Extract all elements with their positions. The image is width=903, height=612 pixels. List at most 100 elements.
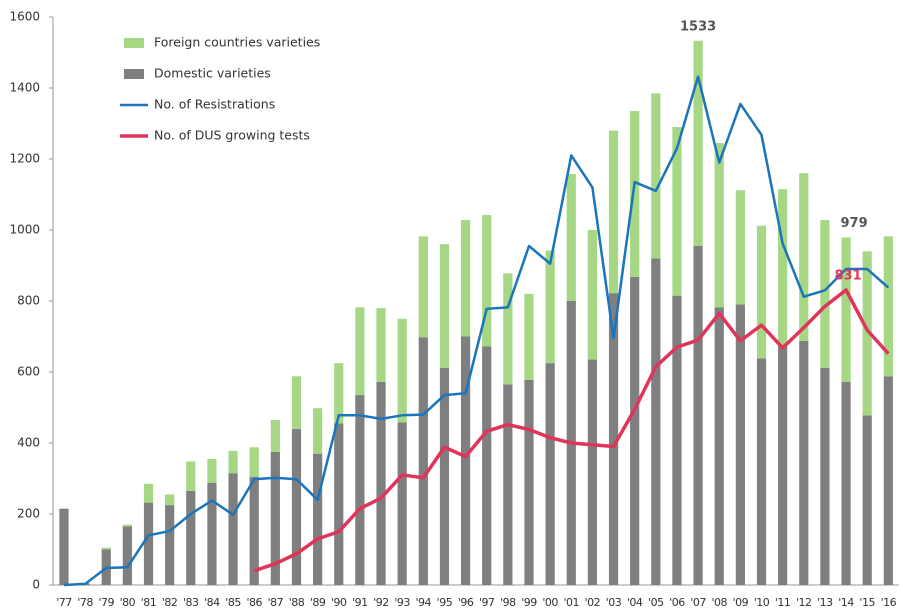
legend-label: No. of Resistrations bbox=[154, 97, 275, 112]
bar bbox=[883, 236, 893, 377]
legend-swatch bbox=[124, 38, 144, 48]
x-tick-label: '13 bbox=[817, 596, 833, 609]
x-tick-label: '89 bbox=[310, 596, 326, 609]
x-tick-label: '99 bbox=[521, 596, 537, 609]
bar bbox=[735, 304, 745, 585]
bar bbox=[143, 483, 154, 503]
legend-label: Domestic varieties bbox=[154, 66, 271, 81]
bar bbox=[334, 423, 344, 585]
bar bbox=[630, 276, 640, 585]
x-tick-label: '98 bbox=[500, 596, 516, 609]
bar bbox=[228, 473, 238, 585]
x-tick-label: '79 bbox=[98, 596, 114, 609]
bar bbox=[207, 458, 217, 483]
bar bbox=[249, 476, 259, 585]
bar bbox=[587, 230, 598, 360]
bar bbox=[862, 251, 872, 416]
bar bbox=[313, 453, 323, 585]
x-tick-label: '96 bbox=[458, 596, 474, 609]
annotation: 1533 bbox=[680, 19, 716, 34]
legend-swatch bbox=[124, 69, 144, 79]
bar bbox=[630, 111, 640, 277]
bar bbox=[651, 258, 661, 585]
line bbox=[63, 75, 890, 587]
y-tick-label: 400 bbox=[17, 436, 40, 450]
bar bbox=[841, 237, 851, 382]
bar bbox=[291, 376, 302, 429]
bar bbox=[482, 215, 492, 347]
x-tick-label: '00 bbox=[542, 596, 558, 609]
bar bbox=[143, 502, 154, 585]
bar bbox=[587, 359, 598, 585]
bar bbox=[693, 40, 703, 246]
bar bbox=[524, 379, 534, 585]
bar bbox=[503, 273, 513, 385]
bar bbox=[482, 346, 492, 585]
bar bbox=[460, 336, 471, 585]
y-tick-label: 1000 bbox=[9, 223, 40, 237]
x-tick-label: '84 bbox=[204, 596, 220, 609]
x-tick-label: '07 bbox=[690, 596, 706, 609]
x-tick-label: '97 bbox=[479, 596, 495, 609]
x-tick-label: '94 bbox=[416, 596, 432, 609]
annotation: 831 bbox=[834, 268, 861, 283]
bar bbox=[439, 244, 450, 368]
annotation: 979 bbox=[840, 216, 867, 231]
y-tick-label: 800 bbox=[17, 294, 40, 308]
x-tick-label: '01 bbox=[564, 596, 580, 609]
bar bbox=[122, 524, 132, 527]
bar bbox=[101, 547, 111, 550]
x-tick-label: '80 bbox=[120, 596, 136, 609]
x-tick-label: '11 bbox=[775, 596, 791, 609]
bar bbox=[165, 494, 175, 506]
y-tick-label: 1200 bbox=[9, 152, 40, 166]
bar bbox=[270, 451, 280, 585]
bar bbox=[778, 189, 788, 346]
x-tick-label: '08 bbox=[711, 596, 727, 609]
x-tick-label: '88 bbox=[289, 596, 305, 609]
x-tick-label: '93 bbox=[394, 596, 410, 609]
bar bbox=[355, 307, 365, 396]
x-tick-label: '77 bbox=[56, 596, 72, 609]
bar bbox=[249, 447, 259, 477]
bar bbox=[439, 367, 450, 585]
bar bbox=[545, 363, 555, 585]
x-tick-label: '90 bbox=[331, 596, 347, 609]
bar bbox=[862, 415, 872, 585]
bar bbox=[397, 422, 407, 585]
y-tick-label: 1600 bbox=[9, 10, 40, 24]
bar bbox=[186, 461, 196, 491]
x-tick-label: '82 bbox=[162, 596, 178, 609]
x-tick-label: '85 bbox=[225, 596, 241, 609]
bar bbox=[820, 220, 830, 368]
bar bbox=[672, 127, 682, 296]
x-tick-label: '15 bbox=[859, 596, 875, 609]
bar bbox=[355, 395, 365, 585]
bar bbox=[756, 225, 767, 359]
x-tick-label: '02 bbox=[585, 596, 601, 609]
bar bbox=[334, 363, 344, 424]
bar bbox=[693, 245, 703, 585]
x-tick-label: '12 bbox=[796, 596, 812, 609]
bar bbox=[418, 337, 428, 585]
bar bbox=[714, 307, 724, 585]
bar bbox=[313, 408, 323, 454]
x-tick-label: '10 bbox=[754, 596, 770, 609]
x-tick-label: '81 bbox=[141, 596, 157, 609]
line bbox=[253, 288, 890, 573]
bar bbox=[376, 308, 386, 382]
bar bbox=[228, 450, 238, 474]
x-tick-label: '83 bbox=[183, 596, 199, 609]
bar bbox=[376, 381, 386, 585]
bar bbox=[397, 318, 407, 423]
bar bbox=[524, 293, 534, 380]
legend-label: No. of DUS growing tests bbox=[154, 128, 310, 143]
x-tick-label: '78 bbox=[77, 596, 93, 609]
bar bbox=[59, 508, 69, 585]
legend-label: Foreign countries varieties bbox=[154, 35, 320, 50]
x-tick-label: '95 bbox=[437, 596, 453, 609]
bar bbox=[841, 381, 851, 585]
x-tick-label: '91 bbox=[352, 596, 368, 609]
x-tick-label: '92 bbox=[373, 596, 389, 609]
bar bbox=[799, 173, 809, 341]
